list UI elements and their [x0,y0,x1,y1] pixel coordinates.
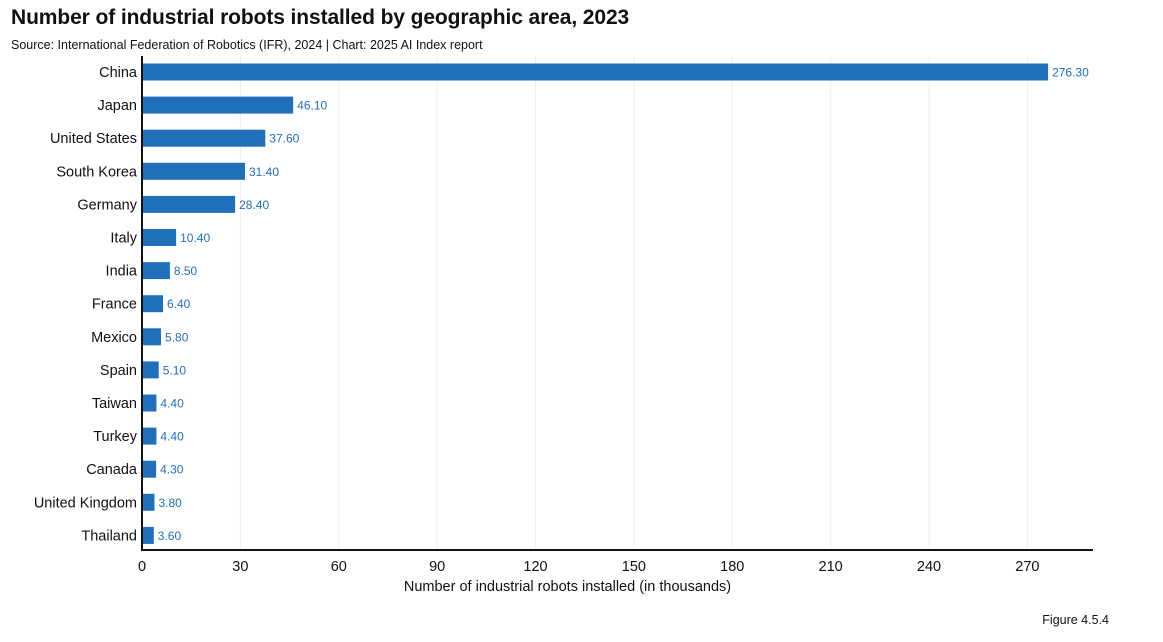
bar [142,162,245,180]
category-label: Taiwan [92,396,137,412]
category-label: Canada [86,462,138,478]
x-tick-label: 180 [720,559,744,575]
x-tick-label: 270 [1015,559,1039,575]
bar [142,262,170,280]
category-label: Germany [77,197,137,213]
bar [142,63,1049,81]
bars [142,63,1049,544]
category-label: France [92,297,137,313]
x-tick-label: 60 [331,559,347,575]
x-tick-label: 30 [232,559,248,575]
value-label: 37.60 [269,132,299,146]
figure-label: Figure 4.5.4 [1042,613,1109,627]
bar [142,427,157,445]
value-label: 4.40 [160,430,184,444]
category-label: South Korea [56,164,138,180]
value-label: 46.10 [297,99,327,113]
category-label: Mexico [91,330,137,346]
x-tick-label: 90 [429,559,445,575]
value-label: 31.40 [249,165,279,179]
value-label: 6.40 [167,297,191,311]
category-label: China [99,65,138,81]
bar [142,526,154,544]
value-label: 5.10 [163,363,187,377]
category-label: India [106,264,138,280]
bar [142,129,266,147]
category-label: Italy [110,231,137,247]
category-label: United Kingdom [34,495,137,511]
x-tick-label: 0 [138,559,146,575]
bar [142,328,162,346]
x-axis-title: Number of industrial robots installed (i… [404,579,731,595]
bar [142,295,163,313]
chart-title: Number of industrial robots installed by… [11,6,630,29]
value-label: 28.40 [239,198,269,212]
labels: 0 30 60 90 120 150 180 210 240 270 China 276.30 Japa… [34,65,1089,575]
value-label: 5.80 [165,330,189,344]
grid-lines [239,56,1028,550]
value-label: 3.60 [158,529,182,543]
value-label: 3.80 [158,496,182,510]
category-label: Japan [97,98,137,114]
value-label: 276.30 [1052,66,1089,80]
category-label: United States [50,131,137,147]
x-tick-label: 240 [917,559,941,575]
value-label: 4.40 [160,397,184,411]
category-label: Spain [100,363,137,379]
value-label: 4.30 [160,463,184,477]
x-tick-label: 150 [622,559,646,575]
value-label: 8.50 [174,264,198,278]
bar [142,493,155,511]
bar [142,195,236,213]
axes [141,56,1093,551]
x-tick-label: 120 [523,559,547,575]
category-label: Thailand [81,528,137,544]
category-label: Turkey [93,429,138,445]
bar [142,361,159,379]
x-tick-label: 210 [819,559,843,575]
bar [142,394,157,412]
bar [142,96,294,114]
value-label: 10.40 [180,231,210,245]
bar [142,460,157,478]
bar [142,229,177,246]
chart-subtitle: Source: International Federation of Robo… [11,38,483,52]
